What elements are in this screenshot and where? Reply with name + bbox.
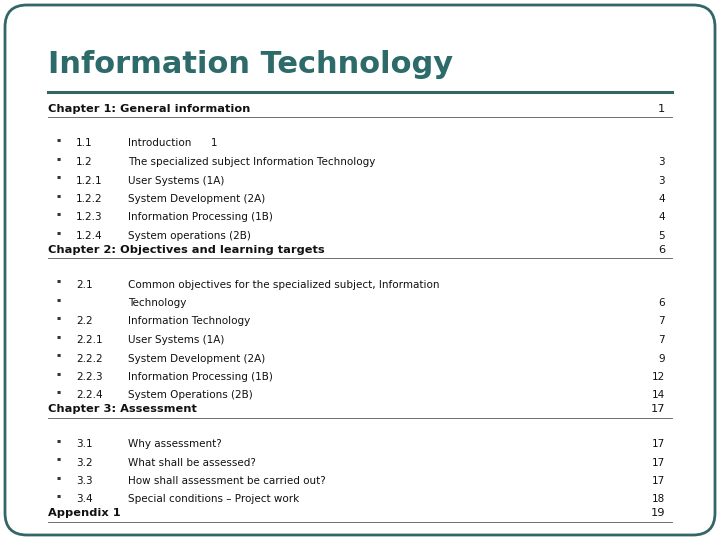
Text: Common objectives for the specialized subject, Information: Common objectives for the specialized su…: [128, 280, 439, 289]
Text: Technology: Technology: [128, 298, 186, 308]
Text: Why assessment?: Why assessment?: [128, 439, 222, 449]
Text: 17: 17: [652, 476, 665, 486]
Text: The specialized subject Information Technology: The specialized subject Information Tech…: [128, 157, 375, 167]
Text: 5: 5: [658, 231, 665, 241]
Text: Appendix 1: Appendix 1: [48, 509, 121, 518]
Text: ▪: ▪: [56, 138, 60, 143]
Text: ▪: ▪: [56, 353, 60, 357]
Text: 1.1: 1.1: [76, 138, 93, 149]
Text: ▪: ▪: [56, 156, 60, 161]
Text: User Systems (1A): User Systems (1A): [128, 335, 225, 345]
Text: System operations (2B): System operations (2B): [128, 231, 251, 241]
Text: 3.3: 3.3: [76, 476, 93, 486]
Text: 17: 17: [652, 439, 665, 449]
Text: 2.2: 2.2: [76, 316, 93, 327]
Text: 6: 6: [658, 298, 665, 308]
Text: 2.2.1: 2.2.1: [76, 335, 103, 345]
Text: System Development (2A): System Development (2A): [128, 194, 265, 204]
Text: 2.2.4: 2.2.4: [76, 390, 103, 401]
Text: ▪: ▪: [56, 279, 60, 284]
Text: 17: 17: [650, 404, 665, 415]
Text: 1.2.2: 1.2.2: [76, 194, 103, 204]
Text: 17: 17: [652, 457, 665, 468]
FancyBboxPatch shape: [5, 5, 715, 535]
Text: Chapter 1: General information: Chapter 1: General information: [48, 104, 251, 114]
Text: User Systems (1A): User Systems (1A): [128, 176, 225, 186]
Text: System Operations (2B): System Operations (2B): [128, 390, 253, 401]
Text: 1.2.1: 1.2.1: [76, 176, 103, 186]
Text: ▪: ▪: [56, 456, 60, 462]
Text: 3.1: 3.1: [76, 439, 93, 449]
Text: 3.2: 3.2: [76, 457, 93, 468]
Text: ▪: ▪: [56, 438, 60, 443]
Text: 1: 1: [658, 104, 665, 114]
Text: Information Technology: Information Technology: [128, 316, 251, 327]
Text: 12: 12: [652, 372, 665, 382]
Text: ▪: ▪: [56, 193, 60, 198]
Text: How shall assessment be carried out?: How shall assessment be carried out?: [128, 476, 325, 486]
Text: ▪: ▪: [56, 297, 60, 302]
Text: 2.1: 2.1: [76, 280, 93, 289]
Text: Chapter 2: Objectives and learning targets: Chapter 2: Objectives and learning targe…: [48, 245, 325, 255]
Text: ▪: ▪: [56, 334, 60, 339]
Text: 7: 7: [658, 335, 665, 345]
Text: 3: 3: [658, 157, 665, 167]
Text: ▪: ▪: [56, 494, 60, 498]
Text: 2.2.2: 2.2.2: [76, 354, 103, 363]
Text: ▪: ▪: [56, 212, 60, 217]
Text: Special conditions – Project work: Special conditions – Project work: [128, 495, 300, 504]
Text: ▪: ▪: [56, 230, 60, 235]
Text: Information Processing (1B): Information Processing (1B): [128, 372, 273, 382]
Text: 3.4: 3.4: [76, 495, 93, 504]
Text: 14: 14: [652, 390, 665, 401]
Text: ▪: ▪: [56, 371, 60, 376]
Text: 4: 4: [658, 213, 665, 222]
Text: ▪: ▪: [56, 389, 60, 395]
Text: 6: 6: [658, 245, 665, 255]
Text: 1.2.3: 1.2.3: [76, 213, 103, 222]
Text: ▪: ▪: [56, 315, 60, 321]
Text: Information Technology: Information Technology: [48, 50, 453, 79]
Text: What shall be assessed?: What shall be assessed?: [128, 457, 256, 468]
Text: ▪: ▪: [56, 174, 60, 179]
Text: System Development (2A): System Development (2A): [128, 354, 265, 363]
Text: Introduction      1: Introduction 1: [128, 138, 217, 149]
Text: 1.2.4: 1.2.4: [76, 231, 103, 241]
Text: 19: 19: [650, 509, 665, 518]
Text: 18: 18: [652, 495, 665, 504]
Text: Chapter 3: Assessment: Chapter 3: Assessment: [48, 404, 197, 415]
Text: ▪: ▪: [56, 475, 60, 480]
Text: 3: 3: [658, 176, 665, 186]
Text: 4: 4: [658, 194, 665, 204]
Text: 7: 7: [658, 316, 665, 327]
Text: 1.2: 1.2: [76, 157, 93, 167]
Text: 2.2.3: 2.2.3: [76, 372, 103, 382]
Text: 9: 9: [658, 354, 665, 363]
Text: Information Processing (1B): Information Processing (1B): [128, 213, 273, 222]
